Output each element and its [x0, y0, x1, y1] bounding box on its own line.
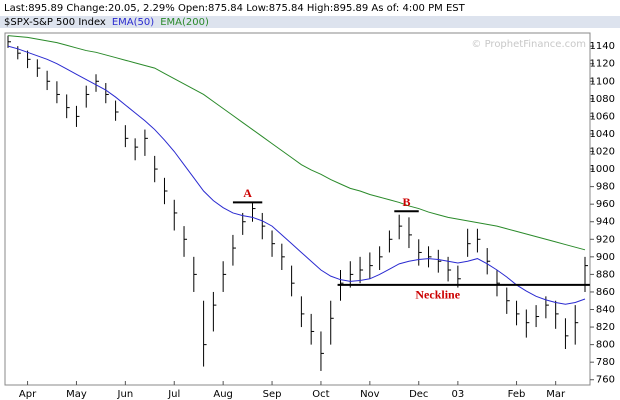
y-tick-label: 900 [596, 252, 615, 263]
x-tick-label: Oct [312, 389, 329, 400]
quote-line: Last:895.89 Change:20.05, 2.29% Open:875… [4, 3, 466, 14]
ema-line [7, 35, 586, 251]
y-tick-label: 780 [596, 357, 615, 368]
x-tick-label: Apr [19, 389, 37, 400]
x-tick-label: 03 [451, 389, 464, 400]
y-tick-label: 1000 [590, 164, 615, 175]
y-tick-label: 940 [596, 217, 615, 228]
legend-entry: EMA(200) [160, 17, 209, 28]
y-tick-label: 1060 [590, 111, 615, 122]
y-tick-label: 1100 [590, 76, 615, 87]
y-tick-label: 960 [596, 199, 615, 210]
x-tick-label: Dec [409, 389, 428, 400]
ema-line [7, 45, 586, 305]
x-tick-label: Feb [508, 389, 526, 400]
y-tick-label: 880 [596, 269, 615, 280]
y-tick-label: 760 [596, 375, 615, 386]
y-tick-label: 1120 [590, 59, 615, 70]
y-tick-label: 820 [596, 322, 615, 333]
y-tick-label: 800 [596, 340, 615, 351]
x-tick-label: Aug [213, 389, 233, 400]
annotation-label: A [243, 186, 252, 200]
plot-frame [4, 32, 591, 386]
y-tick-label: 860 [596, 287, 615, 298]
y-tick-label: 840 [596, 305, 615, 316]
y-tick-label: 1040 [590, 129, 615, 140]
watermark: © ProphetFinance.com [471, 39, 586, 50]
annotation-label: Neckline [415, 288, 460, 302]
y-tick-label: 1080 [590, 94, 615, 105]
y-tick-label: 1020 [590, 147, 615, 158]
legend-band [0, 16, 620, 28]
x-tick-label: Sep [263, 389, 282, 400]
x-tick-label: Mar [546, 389, 566, 400]
y-tick-label: 920 [596, 234, 615, 245]
y-tick-label: 1140 [590, 41, 615, 52]
x-tick-label: May [66, 389, 87, 400]
y-tick-label: 980 [596, 182, 615, 193]
x-tick-label: Nov [360, 389, 380, 400]
annotation-label: B [403, 195, 411, 209]
legend-entry: EMA(50) [112, 17, 154, 28]
x-tick-label: Jun [117, 389, 134, 400]
x-tick-label: Jul [167, 389, 180, 400]
legend-entry: $SPX-S&P 500 Index [4, 17, 106, 28]
